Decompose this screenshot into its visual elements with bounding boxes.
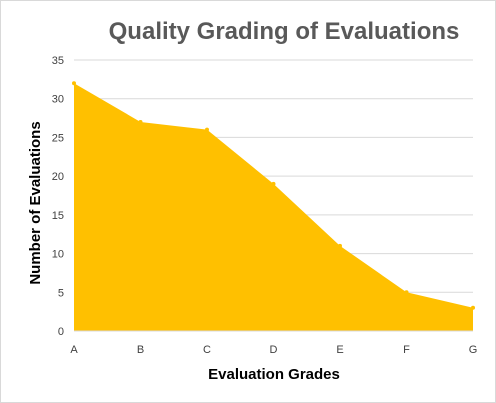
x-tick-label: A: [70, 344, 78, 356]
data-point-D: [271, 181, 276, 186]
x-tick-label: E: [336, 344, 343, 356]
data-point-B: [138, 119, 143, 124]
x-axis-ticks: A B C D E F G: [70, 344, 477, 356]
data-point-C: [205, 127, 209, 132]
data-point-F: [404, 290, 409, 295]
chart-title: Quality Grading of Evaluations: [109, 18, 460, 45]
x-tick-label: B: [137, 344, 144, 356]
x-tick-label: F: [403, 344, 410, 356]
x-axis-title: Evaluation Grades: [208, 366, 340, 383]
area-series: [72, 81, 475, 332]
y-tick-label: 5: [58, 287, 64, 299]
y-tick-label: 30: [52, 94, 64, 106]
y-tick-label: 25: [52, 132, 64, 144]
y-tick-label: 20: [52, 171, 64, 183]
y-axis-title: Number of Evaluations: [27, 121, 44, 284]
x-tick-label: C: [203, 344, 211, 356]
x-tick-label: D: [270, 344, 278, 356]
y-tick-label: 10: [52, 249, 64, 261]
x-tick-label: G: [469, 344, 478, 356]
y-tick-label: 35: [52, 55, 64, 67]
data-point-G: [471, 305, 475, 310]
y-axis-ticks: 0 5 10 15 20 25 30 35: [52, 55, 64, 338]
data-point-A: [72, 81, 76, 86]
y-tick-label: 15: [52, 210, 64, 222]
area-fill: [74, 83, 473, 331]
y-tick-label: 0: [58, 326, 64, 338]
data-point-E: [338, 243, 342, 248]
